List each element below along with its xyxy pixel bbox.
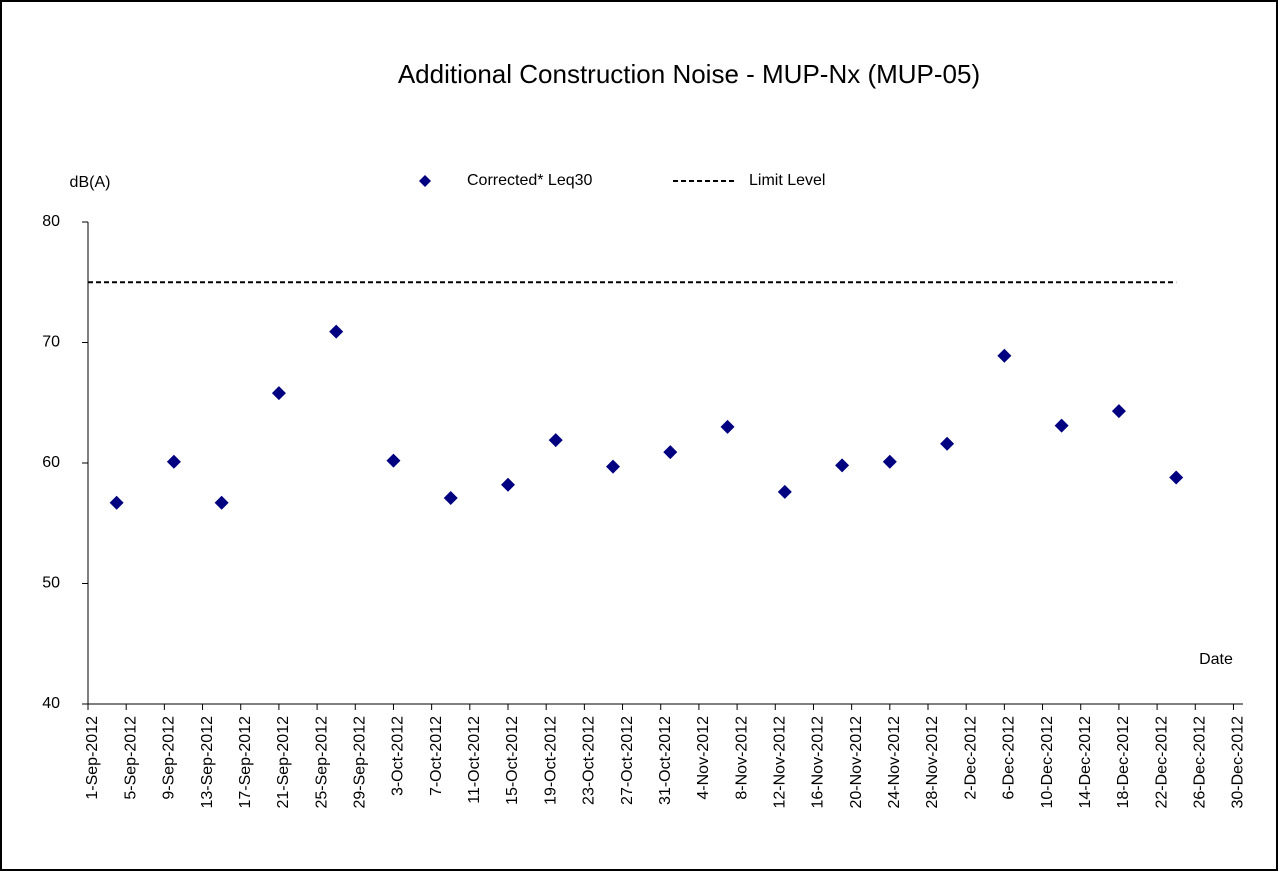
legend-label: Corrected* Leq30 <box>467 172 593 189</box>
x-tick-label: 31-Oct-2012 <box>657 716 674 805</box>
x-tick-label: 5-Sep-2012 <box>122 716 139 800</box>
x-tick-label: 25-Sep-2012 <box>313 716 330 809</box>
x-tick-label: 6-Dec-2012 <box>1001 716 1018 800</box>
data-point <box>606 459 620 474</box>
data-point <box>997 348 1012 363</box>
x-axis-label: Date <box>1199 651 1233 668</box>
data-point <box>720 419 735 434</box>
data-point <box>501 477 515 492</box>
data-point <box>835 458 850 473</box>
x-tick-label: 8-Nov-2012 <box>733 716 750 800</box>
data-point <box>386 453 401 468</box>
data-point <box>1169 470 1184 485</box>
legend-label: Limit Level <box>749 172 825 189</box>
x-tick-label: 15-Oct-2012 <box>504 716 521 805</box>
x-tick-label: 14-Dec-2012 <box>1077 716 1094 809</box>
chart-title: Additional Construction Noise - MUP-Nx (… <box>398 59 980 89</box>
x-tick-label: 2-Dec-2012 <box>962 716 979 800</box>
x-tick-label: 30-Dec-2012 <box>1230 716 1247 809</box>
data-point <box>443 490 458 505</box>
x-tick-label: 16-Nov-2012 <box>810 716 827 809</box>
data-point <box>548 433 563 448</box>
x-tick-label: 12-Nov-2012 <box>771 716 788 809</box>
data-point <box>1111 404 1126 419</box>
data-point <box>1054 418 1069 433</box>
y-tick-label: 60 <box>42 454 60 471</box>
x-tick-label: 7-Oct-2012 <box>428 716 445 796</box>
x-tick-label: 29-Sep-2012 <box>351 716 368 809</box>
legend-swatch <box>419 175 431 187</box>
data-point <box>214 495 229 510</box>
data-point <box>329 324 344 339</box>
x-tick-label: 3-Oct-2012 <box>390 716 407 796</box>
x-tick-label: 9-Sep-2012 <box>161 716 178 800</box>
y-tick-label: 70 <box>42 334 60 351</box>
x-tick-label: 19-Oct-2012 <box>542 716 559 805</box>
x-tick-label: 27-Oct-2012 <box>619 716 636 805</box>
y-tick-label: 50 <box>42 575 60 592</box>
data-point <box>882 454 897 469</box>
data-point <box>940 436 955 451</box>
x-tick-label: 23-Oct-2012 <box>581 716 598 805</box>
x-tick-label: 26-Dec-2012 <box>1191 716 1208 809</box>
x-tick-label: 4-Nov-2012 <box>695 716 712 800</box>
y-tick-label: 40 <box>42 695 60 712</box>
x-tick-label: 18-Dec-2012 <box>1115 716 1132 809</box>
y-axis-label: dB(A) <box>70 174 111 191</box>
data-point <box>777 484 792 499</box>
data-point <box>663 445 678 460</box>
x-tick-label: 24-Nov-2012 <box>886 716 903 809</box>
data-point <box>166 454 181 469</box>
y-tick-label: 80 <box>42 213 60 230</box>
x-tick-label: 17-Sep-2012 <box>237 716 254 809</box>
x-tick-label: 22-Dec-2012 <box>1153 716 1170 809</box>
x-tick-label: 11-Oct-2012 <box>466 716 483 804</box>
x-tick-label: 21-Sep-2012 <box>275 716 292 809</box>
data-point <box>109 495 124 510</box>
x-tick-label: 13-Sep-2012 <box>199 716 216 809</box>
data-point <box>271 386 286 401</box>
x-tick-label: 20-Nov-2012 <box>848 716 865 809</box>
x-tick-label: 10-Dec-2012 <box>1039 716 1056 809</box>
x-tick-label: 1-Sep-2012 <box>84 716 101 800</box>
x-tick-label: 28-Nov-2012 <box>924 716 941 809</box>
